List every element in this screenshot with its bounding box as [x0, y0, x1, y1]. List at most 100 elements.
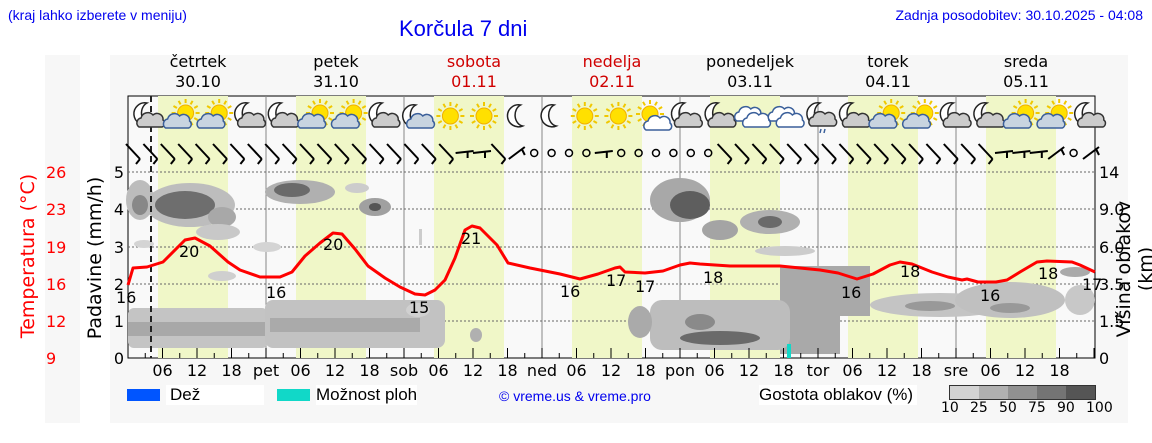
- temp-value-label: 16: [116, 288, 137, 307]
- day-name: četrtek: [169, 52, 227, 71]
- time-tick-label: pet: [252, 361, 280, 380]
- moon-cloud-icon: [670, 102, 703, 128]
- page-title: Korčula 7 dni: [399, 16, 528, 41]
- moon-cloud-rain-icon: [806, 102, 838, 134]
- precip-tick: 3: [113, 238, 124, 257]
- sun-icon: [470, 102, 498, 130]
- day-name: nedelja: [582, 52, 642, 71]
- day-name: sreda: [1003, 52, 1049, 71]
- temp-tick: 26: [46, 163, 67, 182]
- moon-cloud-icon: [233, 102, 267, 128]
- sun-cloud-icon: [297, 99, 334, 129]
- copyright-link[interactable]: © vreme.us & vreme.pro: [499, 388, 651, 404]
- density-tick: 10: [941, 400, 959, 416]
- moon-cloud-icon: [973, 102, 1006, 128]
- time-tick-label: 18: [359, 361, 380, 380]
- day-header: nedelja 02.11: [543, 52, 681, 92]
- density-tick: 75: [1028, 400, 1046, 416]
- precip-tick: 5: [113, 163, 124, 182]
- time-tick-label: 12: [876, 361, 898, 380]
- density-tick: 90: [1057, 400, 1075, 416]
- temp-tick: 23: [46, 200, 67, 219]
- day-name: ponedeljek: [706, 52, 794, 71]
- cloud-height-tick: 1.5: [1099, 312, 1125, 331]
- temp-value-label: 17: [1082, 275, 1103, 294]
- moon-icon: [540, 104, 559, 128]
- time-tick-label: 18: [221, 361, 242, 380]
- time-tick-label: 06: [290, 361, 311, 380]
- temp-axis-panel: [45, 55, 80, 423]
- temp-value-label: 17: [606, 271, 627, 290]
- sun-icon: [436, 102, 465, 130]
- sun-cloud-icon: [196, 99, 234, 129]
- moon-cloud-icon: [267, 102, 300, 128]
- precip-tick: 1: [113, 312, 124, 331]
- precip-tick: 0: [113, 349, 124, 368]
- day-date: 04.11: [865, 72, 911, 91]
- density-swatch: [1066, 386, 1095, 399]
- temp-value-label: 15: [409, 298, 430, 317]
- day-header: ponedeljek 03.11: [681, 52, 819, 92]
- cloud-height-title-wrap: Višina oblakov (km): [1113, 175, 1152, 355]
- cloud-density-layer: [126, 178, 1095, 354]
- region-hint-link[interactable]: (kraj lahko izberete v meniju): [8, 7, 187, 23]
- time-tick-label: 06: [704, 361, 725, 380]
- temp-tick: 19: [46, 238, 67, 257]
- temp-tick: 12: [46, 312, 67, 331]
- sun-icon: [604, 102, 633, 130]
- cloud-density-legend-label: Gostota oblakov (%): [759, 385, 918, 405]
- temp-value-label: 18: [703, 268, 724, 287]
- time-tick-label: 12: [186, 361, 208, 380]
- time-tick-label: 06: [152, 361, 173, 380]
- sun-cloud-icon: [330, 99, 368, 129]
- day-name: petek: [313, 52, 359, 71]
- temp-value-label: 16: [841, 283, 862, 302]
- day-header: petek 31.10: [267, 52, 405, 92]
- last-update: Zadnja posodobitev: 30.10.2025 - 04:08: [895, 7, 1143, 23]
- sun-cloud-icon: [901, 99, 939, 129]
- density-tick: 50: [999, 400, 1017, 416]
- sun-cloud-icon: [162, 99, 200, 129]
- time-tick-label: 06: [980, 361, 1001, 380]
- day-date: 05.11: [1003, 72, 1049, 91]
- day-name: sobota: [446, 52, 502, 71]
- sun-cloud-icon: [868, 99, 906, 129]
- moon-cloud-small-icon: [401, 104, 436, 129]
- time-tick-label: 18: [635, 361, 656, 380]
- moon-cloud-icon: [368, 102, 401, 128]
- time-tick-label: sre: [943, 361, 969, 380]
- cloud-height-tick: 9.0: [1099, 200, 1125, 219]
- day-header: četrtek 30.10: [129, 52, 267, 92]
- moon-cloud-icon: [939, 102, 972, 128]
- density-tick: 25: [970, 400, 988, 416]
- time-tick-label: ned: [526, 361, 558, 380]
- moon-cloud-icon: [704, 102, 737, 128]
- time-tick-label: tor: [806, 361, 830, 380]
- day-date: 31.10: [313, 72, 359, 91]
- cloud-height-tick: 6.0: [1099, 238, 1125, 257]
- day-header: sobota 01.11: [405, 52, 543, 92]
- moon-icon: [506, 104, 526, 128]
- moon-cloud-icon: [838, 102, 871, 128]
- weather-icons-row: [133, 99, 1107, 134]
- temp-axis-title-wrap: Temperatura (°C): [5, 174, 45, 355]
- time-tick-label: 12: [600, 361, 622, 380]
- precip-tick: 2: [113, 275, 124, 294]
- rain-legend-swatch: [127, 389, 160, 401]
- time-tick-label: 18: [773, 361, 794, 380]
- time-tick-label: pon: [664, 361, 696, 380]
- temp-value-label: 21: [461, 229, 482, 248]
- time-tick-label: 18: [497, 361, 518, 380]
- temp-value-label: 18: [900, 262, 921, 281]
- temperature-line: [126, 224, 1096, 297]
- rain-legend-label: Dež: [166, 385, 264, 405]
- sun-small-cloud-icon: [636, 100, 673, 131]
- time-tick-label: 06: [842, 361, 863, 380]
- temp-value-label: 16: [980, 286, 1001, 305]
- cloud-height-tick: 3.5: [1099, 275, 1125, 294]
- day-date: 30.10: [175, 72, 221, 91]
- temp-value-label: 17: [635, 277, 656, 296]
- wind-barbs-row: [125, 143, 1100, 165]
- cloud-icon: [733, 105, 772, 128]
